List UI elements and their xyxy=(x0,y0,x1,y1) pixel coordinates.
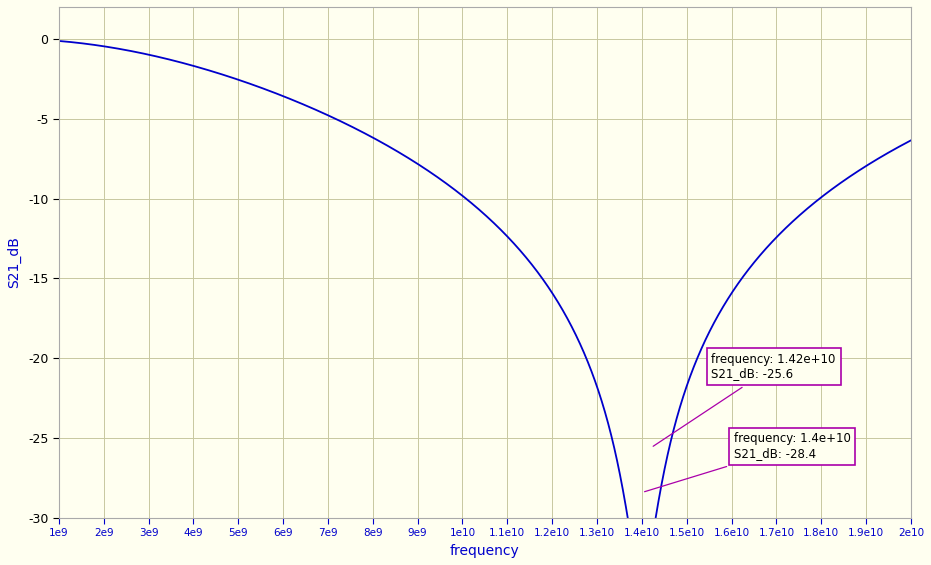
Y-axis label: S21_dB: S21_dB xyxy=(7,237,21,289)
Text: frequency: 1.4e+10
S21_dB: -28.4: frequency: 1.4e+10 S21_dB: -28.4 xyxy=(644,432,851,492)
X-axis label: frequency: frequency xyxy=(450,544,519,558)
Text: frequency: 1.42e+10
S21_dB: -25.6: frequency: 1.42e+10 S21_dB: -25.6 xyxy=(654,353,836,446)
